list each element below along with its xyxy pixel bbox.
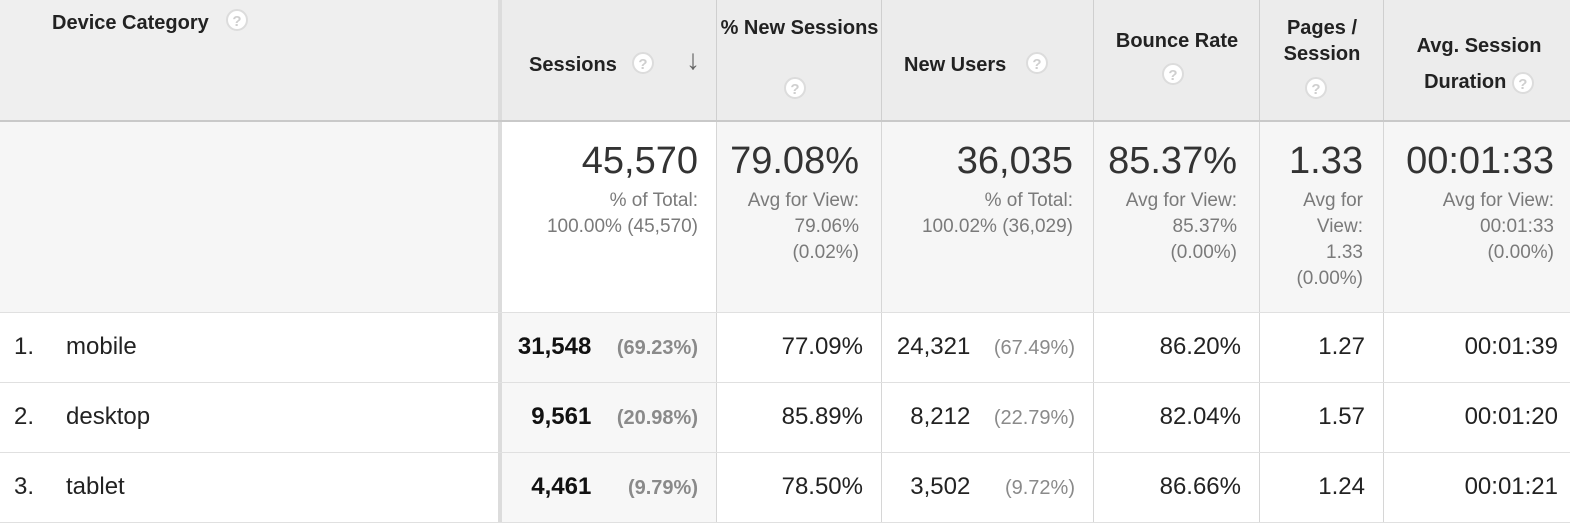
totals-pages-session-value: 1.33 <box>1289 140 1363 182</box>
header-label-pages-session: Pages / Session <box>1283 17 1361 65</box>
totals-new-sessions-sub: Avg for View: 79.06% (0.02%) <box>747 190 859 263</box>
totals-avg-session-duration-sub: Avg for View: 00:01:33 (0.00%) <box>1442 190 1554 263</box>
row-divider <box>0 382 1570 383</box>
new-users-value: 8,212 <box>910 403 971 430</box>
pages-session-value: 1.24 <box>1318 473 1365 500</box>
sort-down-arrow-icon[interactable]: ↓ <box>686 44 700 75</box>
sessions-value: 4,461 <box>531 473 592 500</box>
pages-session-value: 1.27 <box>1318 333 1365 360</box>
help-icon[interactable]: ? <box>1305 77 1327 99</box>
cell-bounce-rate: 86.66% <box>1094 453 1260 523</box>
avg-session-duration-value: 00:01:39 <box>1464 333 1558 360</box>
sessions-percent: (20.98%) <box>616 407 698 429</box>
cell-pages-session: 1.57 <box>1260 383 1384 453</box>
header-divider <box>0 120 1570 122</box>
header-label-new-sessions: % New Sessions <box>720 17 879 39</box>
table-row[interactable]: 1. mobile <box>0 313 502 383</box>
header-pages-session[interactable]: Pages / Session ? <box>1260 0 1384 120</box>
sessions-percent: (69.23%) <box>616 337 698 359</box>
new-sessions-value: 78.50% <box>781 473 863 500</box>
totals-bounce-rate-value: 85.37% <box>1108 140 1237 182</box>
header-label-sessions: Sessions <box>529 54 617 76</box>
new-users-percent: (22.79%) <box>993 407 1075 429</box>
header-avg-session-duration[interactable]: Avg. Session Duration ? <box>1384 0 1570 120</box>
cell-avg-session-duration: 00:01:21 <box>1384 453 1570 523</box>
cell-new-sessions: 78.50% <box>717 453 882 523</box>
header-bounce-rate[interactable]: Bounce Rate ? <box>1094 0 1260 120</box>
totals-new-users-sub: % of Total: 100.02% (36,029) <box>921 190 1073 237</box>
new-users-percent: (9.72%) <box>1004 477 1075 499</box>
new-users-value: 3,502 <box>910 473 971 500</box>
totals-new-sessions: 79.08% Avg for View: 79.06% (0.02%) <box>717 122 882 312</box>
header-label-device-category: Device Category <box>52 12 209 34</box>
totals-sessions: 45,570 % of Total: 100.00% (45,570) <box>502 122 717 312</box>
totals-new-sessions-value: 79.08% <box>730 140 859 182</box>
device-link[interactable]: tablet <box>66 473 125 500</box>
help-icon[interactable]: ? <box>226 9 248 31</box>
cell-new-sessions: 77.09% <box>717 313 882 383</box>
cell-pages-session: 1.24 <box>1260 453 1384 523</box>
help-icon[interactable]: ? <box>632 52 654 74</box>
totals-bounce-rate: 85.37% Avg for View: 85.37% (0.00%) <box>1094 122 1260 312</box>
row-divider <box>0 312 1570 313</box>
header-label-new-users: New Users <box>904 54 1007 76</box>
totals-new-users-value: 36,035 <box>956 140 1073 182</box>
bounce-rate-value: 86.66% <box>1159 473 1241 500</box>
totals-pages-session: 1.33 Avg for View: 1.33 (0.00%) <box>1260 122 1384 312</box>
cell-new-users: 8,212 (22.79%) <box>882 383 1094 453</box>
header-label-bounce-rate: Bounce Rate <box>1115 30 1239 52</box>
cell-sessions: 9,561 (20.98%) <box>502 383 717 453</box>
cell-pages-session: 1.27 <box>1260 313 1384 383</box>
help-icon[interactable]: ? <box>1162 63 1184 85</box>
totals-bounce-rate-sub: Avg for View: 85.37% (0.00%) <box>1125 190 1237 263</box>
cell-new-sessions: 85.89% <box>717 383 882 453</box>
cell-sessions: 4,461 (9.79%) <box>502 453 717 523</box>
cell-new-users: 3,502 (9.72%) <box>882 453 1094 523</box>
row-index: 1. <box>14 333 35 360</box>
totals-sessions-sub: % of Total: 100.00% (45,570) <box>546 190 698 237</box>
avg-session-duration-value: 00:01:20 <box>1464 403 1558 430</box>
header-label-avg-session-duration: Avg. Session Duration ? <box>1416 35 1542 94</box>
row-index: 2. <box>14 403 35 430</box>
sessions-value: 31,548 <box>517 333 592 360</box>
help-icon[interactable]: ? <box>1511 71 1534 94</box>
sessions-value: 9,561 <box>531 403 592 430</box>
cell-avg-session-duration: 00:01:39 <box>1384 313 1570 383</box>
totals-sessions-value: 45,570 <box>581 140 698 182</box>
new-users-percent: (67.49%) <box>993 337 1075 359</box>
cell-bounce-rate: 82.04% <box>1094 383 1260 453</box>
avg-session-duration-value: 00:01:21 <box>1464 473 1558 500</box>
pages-session-value: 1.57 <box>1318 403 1365 430</box>
cell-new-users: 24,321 (67.49%) <box>882 313 1094 383</box>
new-users-value: 24,321 <box>896 333 971 360</box>
cell-avg-session-duration: 00:01:20 <box>1384 383 1570 453</box>
header-new-sessions[interactable]: % New Sessions ? <box>717 0 882 120</box>
new-sessions-value: 85.89% <box>781 403 863 430</box>
row-index: 3. <box>14 473 35 500</box>
bounce-rate-value: 86.20% <box>1159 333 1241 360</box>
sessions-percent: (9.79%) <box>627 477 698 499</box>
totals-avg-session-duration-value: 00:01:33 <box>1406 140 1554 182</box>
totals-avg-session-duration: 00:01:33 Avg for View: 00:01:33 (0.00%) <box>1384 122 1570 312</box>
totals-pages-session-sub: Avg for View: 1.33 (0.00%) <box>1296 190 1363 289</box>
header-device-category[interactable]: Device Category ? <box>0 0 502 120</box>
totals-new-users: 36,035 % of Total: 100.02% (36,029) <box>882 122 1094 312</box>
help-icon[interactable]: ? <box>784 77 806 99</box>
row-divider <box>0 452 1570 453</box>
device-link[interactable]: mobile <box>66 333 137 360</box>
help-icon[interactable]: ? <box>1026 52 1048 74</box>
header-sessions[interactable]: Sessions ? ↓ <box>502 0 717 120</box>
device-link[interactable]: desktop <box>66 403 151 430</box>
table-row[interactable]: 2. desktop <box>0 383 502 453</box>
totals-label-cell <box>0 122 502 312</box>
bounce-rate-value: 82.04% <box>1159 403 1241 430</box>
header-new-users[interactable]: New Users ? <box>882 0 1094 120</box>
cell-sessions: 31,548 (69.23%) <box>502 313 717 383</box>
table-row[interactable]: 3. tablet <box>0 453 502 523</box>
new-sessions-value: 77.09% <box>781 333 863 360</box>
cell-bounce-rate: 86.20% <box>1094 313 1260 383</box>
